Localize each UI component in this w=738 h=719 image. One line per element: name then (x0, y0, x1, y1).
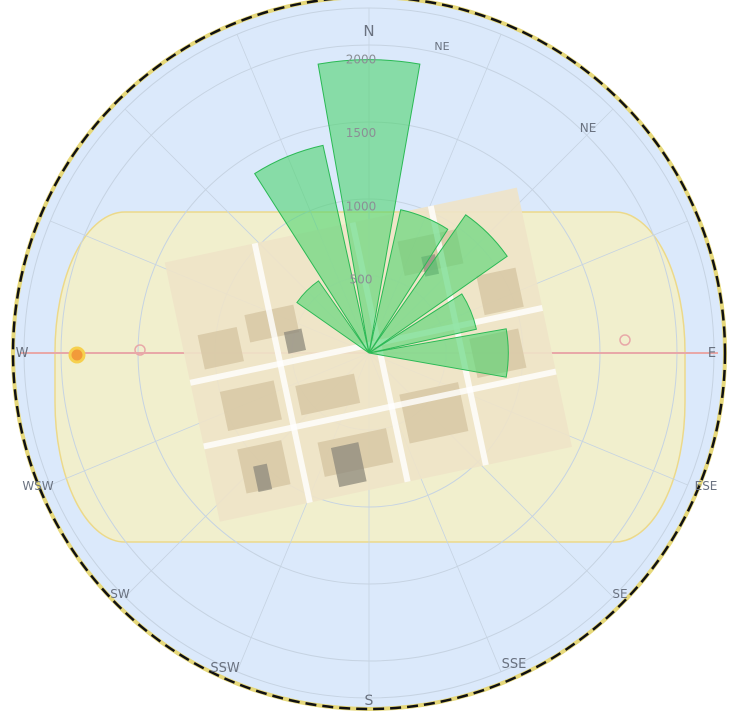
radial-tick-labels: 500 1000 1500 2000 (346, 53, 377, 287)
map-street (427, 205, 489, 466)
sun-marker-east (619, 334, 631, 346)
compass-label-ne: NE (580, 121, 597, 135)
compass-label-e: E (708, 346, 716, 361)
radial-tick-label: 2000 (346, 53, 377, 67)
compass-label-se: SE (612, 587, 627, 601)
compass-label-ese: ESE (695, 479, 718, 493)
compass-label-nne: NE (434, 40, 449, 53)
wedge-nne (368, 209, 449, 354)
compass-label-wsw: WSW (22, 479, 53, 493)
wedge-e (368, 328, 509, 378)
map-building (219, 380, 282, 431)
wedge-nnw (254, 144, 370, 354)
map-dark-building (330, 442, 367, 488)
map-building (476, 267, 524, 316)
compass-label-sse: SSE (502, 657, 527, 672)
map-dark-building (253, 463, 273, 493)
sun-marker-west (134, 344, 146, 356)
compass-label-ssw: SSW (210, 661, 240, 676)
radial-tick-label: 1500 (346, 126, 377, 140)
wedge-n (317, 59, 421, 354)
map-dark-building (283, 328, 307, 354)
wedge-ne (368, 214, 508, 354)
radial-tick-label: 500 (350, 273, 373, 287)
map-building (197, 326, 244, 370)
compass-label-s: S (365, 693, 374, 709)
compass-label-n: N (363, 22, 374, 40)
dome-outline (11, 0, 727, 711)
wedge-ene (368, 293, 477, 354)
wind-rose-wedges (254, 59, 509, 378)
map-building (295, 373, 361, 416)
map-building (399, 382, 469, 444)
wedge-nw (296, 280, 370, 354)
map-street (251, 242, 313, 504)
radial-tick-label: 1000 (346, 199, 377, 213)
compass-label-sw: SW (110, 587, 130, 601)
compass-label-w: W (16, 346, 29, 361)
sun-marker (68, 346, 86, 364)
map-street (203, 368, 557, 450)
compass-labels: N NE NE E ESE SE SSE S SSW SW WSW W (16, 22, 718, 709)
